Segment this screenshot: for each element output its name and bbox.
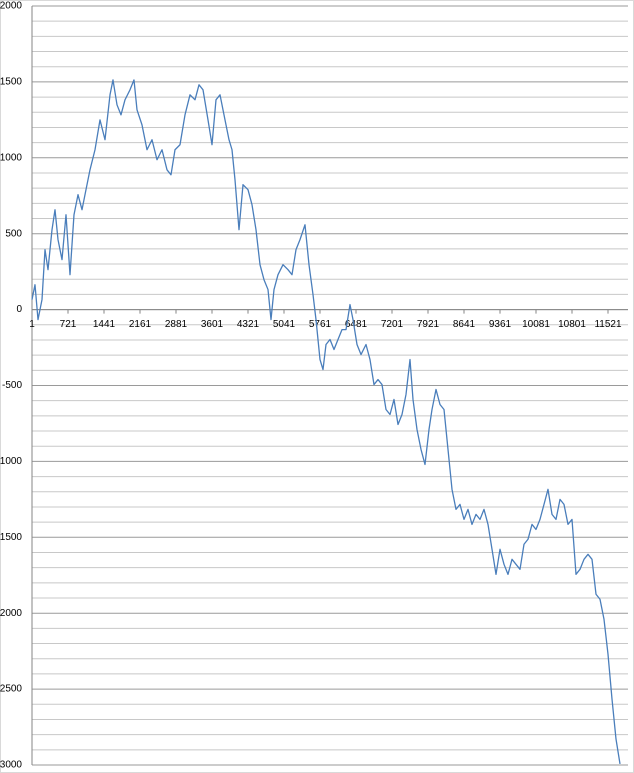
x-tick-label: 1441 [93,319,116,330]
x-tick-label: 10081 [522,319,550,330]
x-tick-label: 3601 [201,319,224,330]
data-line [31,79,621,765]
x-tick-label: 5761 [309,319,332,330]
y-tick-label: 1500 [0,77,22,88]
x-tick-label: 721 [60,319,77,330]
y-tick-label: -500 [2,380,22,391]
x-tick-label: 2881 [165,319,188,330]
y-tick-label: -1500 [0,532,22,543]
x-tick-label: 10801 [558,319,586,330]
y-tick-label: -2500 [0,684,22,695]
y-tick-label: -3000 [0,760,22,771]
x-tick-label: 5041 [273,319,296,330]
y-tick-label: 2000 [0,1,22,12]
y-tick-label: 0 [16,304,22,315]
x-tick-label: 8641 [453,319,476,330]
x-tick-label: 2161 [129,319,152,330]
y-tick-label: 500 [5,228,22,239]
x-tick-label: 7201 [381,319,404,330]
y-tick-label: -1000 [0,456,22,467]
x-tick-label: 7921 [417,319,440,330]
y-tick-label: 1000 [0,152,22,163]
x-tick-label: 1 [29,319,35,330]
y-tick-label: -2000 [0,608,22,619]
x-tick-label: 9361 [489,319,512,330]
x-tick-label: 4321 [237,319,260,330]
x-tick-label: 11521 [594,319,622,330]
x-tick-label: 6481 [345,319,368,330]
